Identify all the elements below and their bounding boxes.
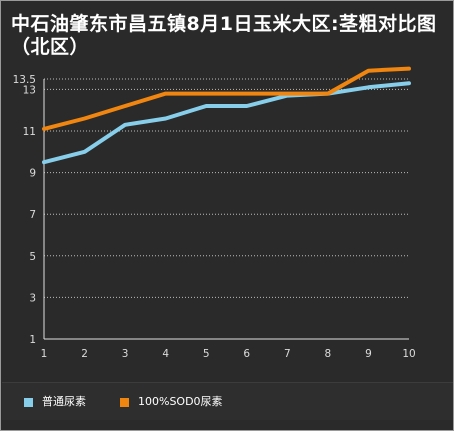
y-tick-label: 13.5 xyxy=(13,74,36,86)
series-line-1 xyxy=(42,81,411,165)
y-tick-label: 1 xyxy=(29,334,36,346)
legend-swatch xyxy=(24,397,33,407)
legend-label: 普通尿素 xyxy=(42,395,86,408)
y-tick-label: 3 xyxy=(29,292,36,304)
x-tick-labels: 1 2 3 4 5 6 7 8 9 10 xyxy=(41,348,416,360)
y-tick-label: 11 xyxy=(23,126,36,138)
legend-swatch xyxy=(120,397,129,407)
y-tick-label: 7 xyxy=(29,209,36,221)
x-tick-label: 7 xyxy=(284,348,291,360)
x-tick-label: 2 xyxy=(81,348,88,360)
x-tick-label: 1 xyxy=(41,348,48,360)
y-tick-label: 13 xyxy=(23,84,36,96)
axes xyxy=(43,79,409,340)
legend: 普通尿素 100%SOD0尿素 xyxy=(2,382,453,420)
legend-item-series-2: 100%SOD0尿素 xyxy=(120,395,223,409)
legend-label: 100%SOD0尿素 xyxy=(138,395,223,408)
series-lines xyxy=(42,66,411,165)
series-line-2 xyxy=(42,66,411,131)
y-tick-label: 5 xyxy=(29,251,36,263)
x-tick-label: 6 xyxy=(243,348,250,360)
x-tick-label: 4 xyxy=(162,348,169,360)
x-tick-label: 10 xyxy=(402,348,415,360)
x-tick-label: 8 xyxy=(325,348,332,360)
x-tick-label: 9 xyxy=(365,348,372,360)
x-tick-label: 3 xyxy=(122,348,129,360)
x-tick-label: 5 xyxy=(203,348,210,360)
y-tick-label: 9 xyxy=(29,168,36,180)
chart-title: 中石油肇东市昌五镇8月1日玉米大区:茎粗对比图（北区） xyxy=(11,13,437,58)
legend-item-series-1: 普通尿素 xyxy=(24,395,86,409)
grid-lines xyxy=(44,78,409,298)
